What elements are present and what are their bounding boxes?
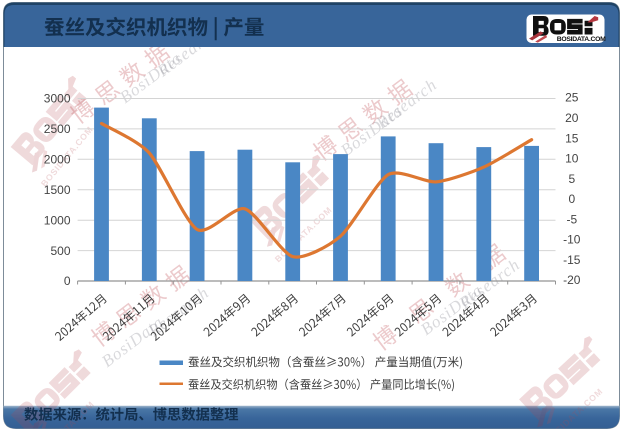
svg-text:-10: -10 <box>563 233 581 247</box>
svg-text:15: 15 <box>565 131 579 145</box>
svg-text:-15: -15 <box>563 253 581 267</box>
svg-text:0: 0 <box>568 192 575 206</box>
svg-text:2000: 2000 <box>44 153 71 167</box>
svg-text:-20: -20 <box>563 273 581 287</box>
svg-text:2500: 2500 <box>44 122 71 136</box>
svg-text:-5: -5 <box>566 212 577 226</box>
svg-text:0: 0 <box>64 274 71 288</box>
svg-text:1500: 1500 <box>44 183 71 197</box>
svg-text:10: 10 <box>565 152 579 166</box>
svg-text:500: 500 <box>50 244 70 258</box>
svg-text:3000: 3000 <box>44 92 71 106</box>
svg-text:1000: 1000 <box>44 213 71 227</box>
svg-text:25: 25 <box>565 91 579 105</box>
svg-text:5: 5 <box>568 172 575 186</box>
svg-text:20: 20 <box>565 111 579 125</box>
